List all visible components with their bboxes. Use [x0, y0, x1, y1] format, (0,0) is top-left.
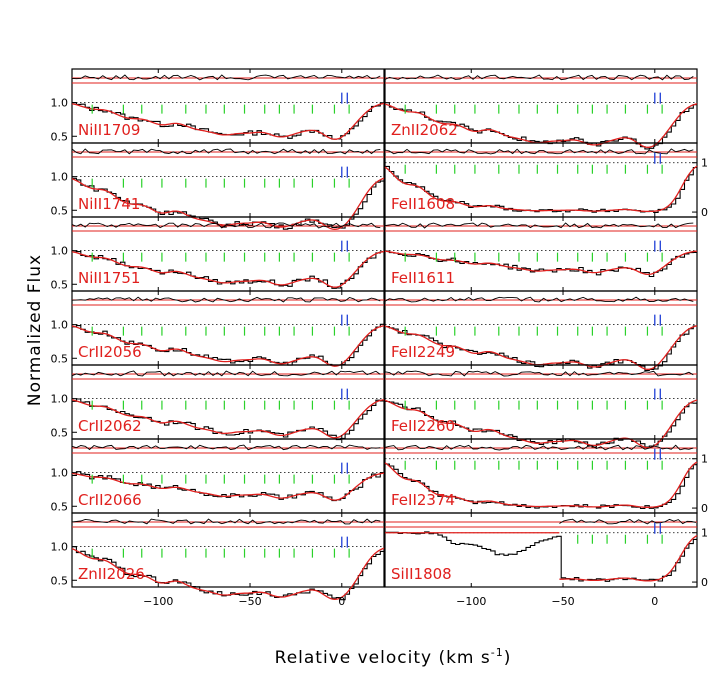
- model-fit: [559, 535, 698, 582]
- panel-crii2066: 0.5 1.0 CrII2066: [51, 438, 385, 514]
- model-fit: [384, 461, 698, 508]
- residual-trace: [71, 74, 381, 81]
- transition-label: FeII2374: [391, 491, 455, 509]
- panel-znii2026: 0.5 1.0 ZnII2026: [51, 512, 385, 601]
- transition-label: ZnII2062: [391, 121, 458, 139]
- residual-trace: [384, 74, 694, 81]
- y-tick-label: 0.5: [51, 574, 69, 587]
- panel-feii2260: FeII2260: [384, 364, 698, 449]
- model-fit: [71, 102, 385, 140]
- panel-crii2056: 0.5 1.0 CrII2056: [51, 290, 385, 367]
- panel-znii2062: ZnII2062: [384, 68, 698, 150]
- panel-crii2062: 0.5 1.0 CrII2062: [51, 364, 385, 441]
- panel-niii1751: 0.5 1.0 NiII1751: [51, 216, 385, 292]
- panel-niii1709: 0.5 1.0 NiII1709: [51, 68, 385, 144]
- y-tick-label: 1.0: [51, 171, 69, 184]
- residual-trace: [71, 370, 381, 377]
- flux-data: [385, 531, 697, 582]
- transition-label: NiII1709: [78, 121, 140, 139]
- panel-frame: [71, 512, 385, 588]
- right-y-tick-label: 0: [701, 206, 708, 219]
- residual-trace: [384, 222, 694, 229]
- y-tick-label: 1.0: [51, 97, 69, 110]
- y-axis-title: Normalized Flux: [25, 254, 45, 406]
- x-axis: −100 −50 0 −100 −50 0: [143, 595, 658, 608]
- right-y-tick-label: 1: [701, 157, 708, 170]
- y-tick-label: 0.5: [51, 352, 69, 365]
- transition-label: NiII1741: [78, 195, 140, 213]
- panel-feii2374: 0 1 FeII2374: [384, 438, 708, 515]
- y-tick-label: 0.5: [51, 278, 69, 291]
- y-tick-label: 1.0: [51, 245, 69, 258]
- transition-label: SiII1808: [391, 565, 452, 583]
- flux-data: [72, 398, 384, 441]
- x-tick-label: −100: [143, 595, 173, 608]
- residual-trace: [71, 444, 381, 451]
- x-tick-label: 0: [651, 595, 658, 608]
- y-tick-label: 0.5: [51, 500, 69, 513]
- model-fit: [71, 472, 385, 501]
- x-axis-title-main: Relative velocity (km s: [275, 648, 491, 668]
- panel-feii2249: FeII2249: [384, 290, 698, 371]
- residual-trace: [559, 518, 696, 525]
- model-fit: [71, 325, 385, 367]
- x-axis-title-sup: -1: [491, 646, 504, 659]
- y-tick-label: 0.5: [51, 204, 69, 217]
- right-y-tick-label: 0: [701, 576, 708, 589]
- y-tick-label: 1.0: [51, 467, 69, 480]
- panel-niii1741: 0.5 1.0 NiII1741: [51, 142, 385, 230]
- flux-data: [72, 251, 384, 289]
- x-tick-label: 0: [338, 595, 345, 608]
- model-fit: [384, 250, 698, 276]
- x-tick-label: −50: [238, 595, 261, 608]
- transition-label: FeII2249: [391, 343, 455, 361]
- model-fit: [71, 250, 385, 288]
- panel-siii1808: 0 1 SiII1808: [384, 512, 708, 589]
- transition-label: FeII1608: [391, 195, 455, 213]
- residual-trace: [71, 296, 381, 303]
- model-fit: [384, 165, 698, 213]
- y-tick-label: 1.0: [51, 393, 69, 406]
- x-axis-title-end: ): [504, 648, 512, 668]
- model-fit: [71, 547, 385, 600]
- residual-trace: [71, 518, 381, 525]
- right-y-tick-label: 1: [701, 453, 708, 466]
- transition-label: CrII2062: [78, 417, 142, 435]
- y-tick-label: 1.0: [51, 319, 69, 332]
- flux-data: [385, 250, 697, 278]
- y-tick-label: 0.5: [51, 426, 69, 439]
- y-tick-label: 1.0: [51, 541, 69, 554]
- residual-trace: [71, 222, 381, 229]
- x-tick-label: −50: [551, 595, 574, 608]
- residual-trace: [71, 148, 381, 155]
- model-fit: [384, 399, 698, 449]
- residual-trace: [384, 370, 694, 377]
- panel-frame: [384, 512, 698, 588]
- transition-label: NiII1751: [78, 269, 140, 287]
- transition-label: FeII2260: [391, 417, 455, 435]
- residual-trace: [384, 444, 694, 451]
- transition-label: FeII1611: [391, 269, 455, 287]
- model-fit: [71, 398, 385, 439]
- x-tick-label: −100: [456, 595, 486, 608]
- y-tick-label: 0.5: [51, 130, 69, 143]
- x-axis-title: Relative velocity (km s-1): [275, 646, 512, 668]
- panel-feii1611: FeII1611: [384, 216, 698, 292]
- panel-grid: 0.5 1.0 NiII1709 0.5 1.0 NiII1741 0.5 1.0 NiII17…: [51, 68, 708, 601]
- transition-label: ZnII2026: [78, 565, 145, 583]
- residual-trace: [384, 296, 694, 303]
- panel-feii1608: 0 1 FeII1608: [384, 142, 708, 219]
- right-y-tick-label: 1: [701, 527, 708, 540]
- right-y-tick-label: 0: [701, 502, 708, 515]
- transition-label: CrII2056: [78, 343, 142, 361]
- residual-trace: [384, 148, 694, 155]
- transition-label: CrII2066: [78, 491, 142, 509]
